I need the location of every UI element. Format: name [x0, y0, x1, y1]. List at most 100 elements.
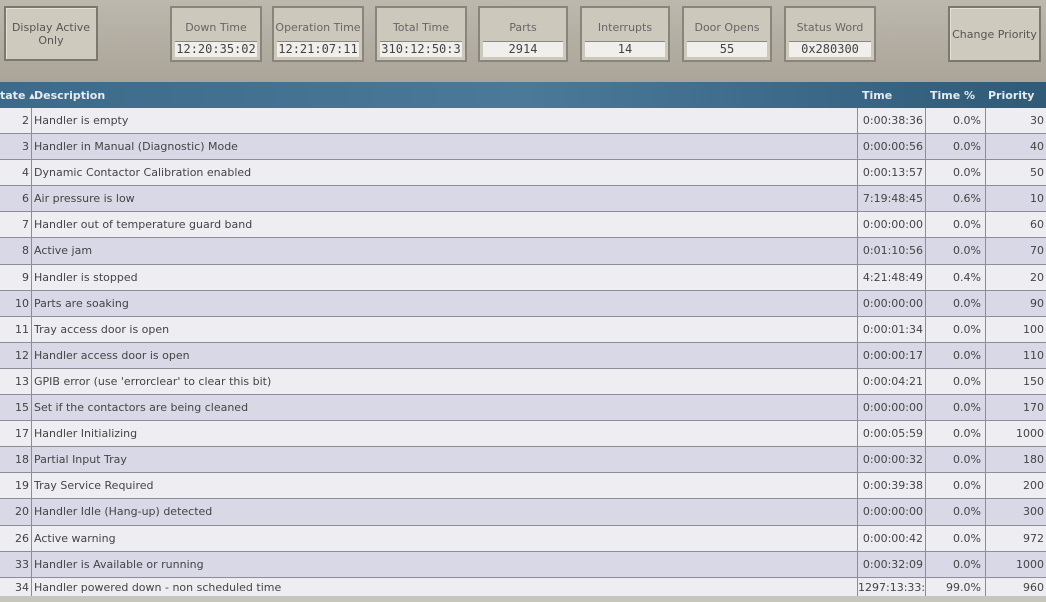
- cell-time: 7:19:48:45: [858, 186, 926, 212]
- stat-down-time: Down Time 12:20:35:02: [170, 6, 262, 62]
- cell-description: Parts are soaking: [32, 290, 858, 316]
- cell-time: 0:00:00:00: [858, 395, 926, 421]
- table-row[interactable]: 13 GPIB error (use 'errorclear' to clear …: [0, 368, 1046, 396]
- cell-pct: 0.0%: [926, 368, 986, 395]
- cell-pct: 0.0%: [926, 499, 986, 525]
- cell-state: 26: [0, 525, 32, 551]
- table-row[interactable]: 33 Handler is Available or running 0:00:32…: [0, 551, 1046, 578]
- table-row[interactable]: 20 Handler Idle (Hang-up) detected 0:00:00…: [0, 499, 1046, 526]
- cell-state: 4: [0, 160, 32, 186]
- table-row[interactable]: 34 Handler powered down - non scheduled t…: [0, 577, 1046, 598]
- cell-time: 0:00:00:00: [858, 499, 926, 525]
- cell-priority: 10: [1030, 192, 1044, 206]
- cell-pct: 0.0%: [926, 290, 986, 316]
- cell-pct: 0.0%: [926, 108, 986, 134]
- status-table: 2 Handler is empty 0:00:38:36 0.0% 30 3 Handle…: [0, 108, 1046, 598]
- cell-state: 33: [0, 551, 32, 577]
- stat-label: Interrupts: [597, 21, 653, 34]
- cell-priority: 50: [1030, 166, 1044, 180]
- stat-value: 12:21:07:11: [277, 41, 359, 57]
- cell-time: 0:00:39:38: [858, 473, 926, 499]
- cell-priority: 90: [1030, 296, 1044, 310]
- stat-interrupts: Interrupts 14: [580, 6, 670, 62]
- cell-pct: 0.0%: [926, 447, 986, 473]
- cell-pct: 0.0%: [926, 421, 986, 447]
- cell-pct: 0.0%: [926, 160, 986, 186]
- cell-description: Partial Input Tray: [32, 447, 858, 473]
- stat-door-opens: Door Opens 55: [682, 6, 772, 62]
- table-row[interactable]: 11 Tray access door is open 0:00:01:34 0.0%…: [0, 316, 1046, 343]
- table-row[interactable]: 26 Active warning 0:00:00:42 0.0% 972: [0, 525, 1046, 552]
- table-row[interactable]: 19 Tray Service Required 0:00:39:38 0.0% 200: [0, 473, 1046, 500]
- stat-value: 12:20:35:02: [175, 41, 257, 57]
- cell-time: 0:00:01:34: [858, 316, 926, 342]
- stat-label: Status Word: [796, 21, 864, 34]
- header-priority[interactable]: Priority: [988, 89, 1035, 102]
- table-row[interactable]: 12 Handler access door is open 0:00:00:17 0…: [0, 342, 1046, 369]
- cell-priority: 960: [1023, 580, 1044, 594]
- cell-time: 0:00:00:00: [858, 212, 926, 238]
- cell-state: 9: [0, 264, 32, 290]
- header-time[interactable]: Time: [862, 89, 893, 102]
- table-row[interactable]: 3 Handler in Manual (Diagnostic) Mode 0:00…: [0, 134, 1046, 161]
- table-row[interactable]: 9 Handler is stopped 4:21:48:49 0.4% 20: [0, 264, 1046, 291]
- stat-value: 2914: [483, 41, 563, 57]
- cell-description: Tray access door is open: [32, 316, 858, 342]
- cell-state: 17: [0, 421, 32, 447]
- cell-description: Dynamic Contactor Calibration enabled: [32, 160, 858, 186]
- cell-priority: 1000: [1016, 427, 1044, 441]
- cell-time: 0:00:04:21: [858, 368, 926, 395]
- horizontal-scrollbar[interactable]: [0, 596, 1046, 602]
- cell-priority: 1000: [1016, 557, 1044, 571]
- cell-time: 4:21:48:49: [858, 264, 926, 290]
- cell-priority: 150: [1023, 374, 1044, 388]
- header-time-pct[interactable]: Time %: [930, 89, 976, 102]
- table-row[interactable]: 8 Active jam 0:01:10:56 0.0% 70: [0, 238, 1046, 265]
- cell-time: 0:00:32:09: [858, 551, 926, 577]
- cell-priority: 200: [1023, 479, 1044, 493]
- cell-priority: 300: [1023, 505, 1044, 519]
- cell-description: Set if the contactors are being cleaned: [32, 395, 858, 421]
- cell-time: 0:00:00:56: [858, 134, 926, 160]
- stat-label: Parts: [509, 21, 537, 34]
- cell-description: Handler out of temperature guard band: [32, 212, 858, 238]
- cell-pct: 0.0%: [926, 238, 986, 264]
- display-active-only-button[interactable]: Display Active Only: [4, 6, 98, 61]
- cell-state: 8: [0, 238, 32, 264]
- table-header: tate ▴ Description Time Time % Priority: [0, 82, 1046, 108]
- table-row[interactable]: 17 Handler Initializing 0:00:05:59 0.0% 1000: [0, 421, 1046, 448]
- cell-priority: 60: [1030, 218, 1044, 232]
- header-state[interactable]: tate ▴: [0, 89, 35, 102]
- cell-pct: 0.6%: [926, 186, 986, 212]
- cell-description: Handler access door is open: [32, 342, 858, 368]
- cell-pct: 0.0%: [926, 134, 986, 160]
- cell-state: 19: [0, 473, 32, 499]
- table-row[interactable]: 7 Handler out of temperature guard band 0:…: [0, 212, 1046, 239]
- cell-pct: 0.0%: [926, 473, 986, 499]
- table-row[interactable]: 2 Handler is empty 0:00:38:36 0.0% 30: [0, 108, 1046, 135]
- table-row[interactable]: 6 Air pressure is low 7:19:48:45 0.6% 10: [0, 186, 1046, 213]
- cell-time: 0:00:38:36: [858, 108, 926, 134]
- stat-value: 55: [687, 41, 767, 57]
- cell-state: 15: [0, 395, 32, 421]
- cell-state: 13: [0, 368, 32, 395]
- cell-priority: 110: [1023, 348, 1044, 362]
- stat-value: 310:12:50:3: [380, 41, 462, 57]
- cell-state: 10: [0, 290, 32, 316]
- cell-priority: 20: [1030, 270, 1044, 284]
- stat-parts: Parts 2914: [478, 6, 568, 62]
- table-row[interactable]: 18 Partial Input Tray 0:00:00:32 0.0% 180: [0, 447, 1046, 474]
- header-description[interactable]: Description: [34, 89, 106, 102]
- cell-priority: 40: [1030, 140, 1044, 154]
- table-row[interactable]: 15 Set if the contactors are being cleane…: [0, 395, 1046, 422]
- cell-state: 7: [0, 212, 32, 238]
- cell-description: Handler is Available or running: [32, 551, 858, 577]
- cell-priority: 30: [1030, 114, 1044, 127]
- cell-description: Handler powered down - non scheduled tim…: [32, 577, 858, 597]
- change-priority-button[interactable]: Change Priority: [948, 6, 1041, 62]
- table-row[interactable]: 10 Parts are soaking 0:00:00:00 0.0% 90: [0, 290, 1046, 317]
- stat-value: 0x280300: [789, 41, 871, 57]
- cell-time: 1297:13:33:: [858, 577, 926, 597]
- table-row[interactable]: 4 Dynamic Contactor Calibration enabled 0:…: [0, 160, 1046, 187]
- cell-description: Tray Service Required: [32, 473, 858, 499]
